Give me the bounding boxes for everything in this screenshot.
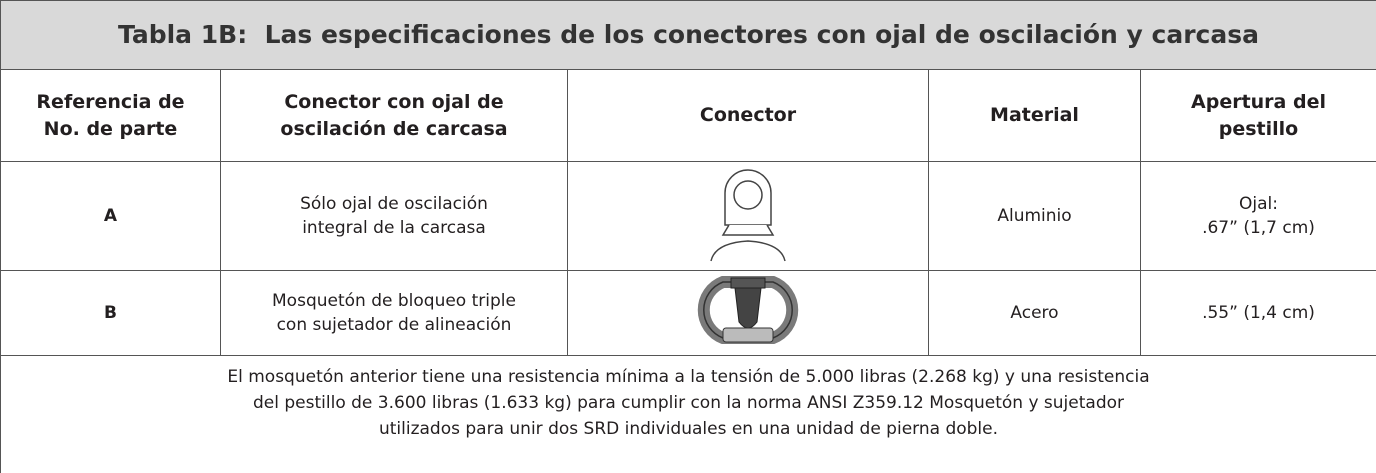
header-cell: Referencia de No. de parte bbox=[0, 69, 221, 162]
header-text: Conector bbox=[699, 104, 797, 126]
footnote-cell: El mosquetón anterior tiene una resisten… bbox=[0, 355, 1376, 473]
carabiner-icon bbox=[697, 275, 799, 344]
part-cell: A bbox=[0, 161, 221, 271]
opening-text: .67” (1,7 cm) bbox=[1202, 218, 1315, 238]
header-text: Conector con ojal de bbox=[284, 90, 504, 113]
material-cell: Acero bbox=[928, 270, 1141, 356]
opening-text: Ojal: bbox=[1239, 194, 1278, 214]
description-text: Sólo ojal de oscilación bbox=[300, 194, 488, 214]
table-title: Tabla 1B: Las especificaciones de los co… bbox=[0, 0, 1376, 70]
footnote-text: El mosquetón anterior tiene una resisten… bbox=[227, 367, 1150, 387]
description-text: con sujetador de alineación bbox=[276, 315, 512, 335]
header-text: No. de parte bbox=[43, 117, 178, 140]
opening-cell: .55” (1,4 cm) bbox=[1139, 270, 1376, 356]
row: B Mosquetón de bloqueo triple con sujetad… bbox=[0, 270, 1376, 356]
header-text: oscilación de carcasa bbox=[280, 117, 508, 140]
footnote-text: del pestillo de 3.600 libras (1.633 kg) … bbox=[253, 393, 1125, 413]
description-cell: Mosquetón de bloqueo triple con sujetador… bbox=[220, 270, 568, 356]
header-cell: Conector bbox=[567, 69, 929, 162]
header-cell: Apertura del pestillo bbox=[1139, 69, 1376, 162]
material-cell: Aluminio bbox=[928, 161, 1141, 271]
footnote-row: El mosquetón anterior tiene una resisten… bbox=[0, 355, 1376, 473]
row: A Sólo ojal de oscilación integral de la … bbox=[0, 161, 1376, 271]
header-text: Material bbox=[990, 104, 1079, 126]
header-text: Apertura del bbox=[1191, 90, 1326, 113]
header-cell: Material bbox=[928, 69, 1141, 162]
header-cell: Conector con ojal de oscilación de carcas… bbox=[220, 69, 568, 162]
header-text: Referencia de bbox=[36, 90, 185, 113]
opening-text: .55” (1,4 cm) bbox=[1202, 303, 1315, 323]
part-cell: B bbox=[0, 270, 221, 356]
header-text: pestillo bbox=[1218, 117, 1299, 140]
swivel-eye-icon bbox=[710, 168, 786, 261]
header-row: Referencia de No. de parte Conector con o… bbox=[0, 69, 1376, 162]
opening-cell: Ojal: .67” (1,7 cm) bbox=[1139, 161, 1376, 271]
footnote-text: utilizados para unir dos SRD individuale… bbox=[378, 419, 999, 439]
image-cell bbox=[567, 270, 929, 356]
description-cell: Sólo ojal de oscilación integral de la ca… bbox=[220, 161, 568, 271]
description-text: Mosquetón de bloqueo triple bbox=[272, 291, 516, 311]
image-cell bbox=[567, 161, 929, 271]
description-text: integral de la carcasa bbox=[302, 218, 486, 238]
